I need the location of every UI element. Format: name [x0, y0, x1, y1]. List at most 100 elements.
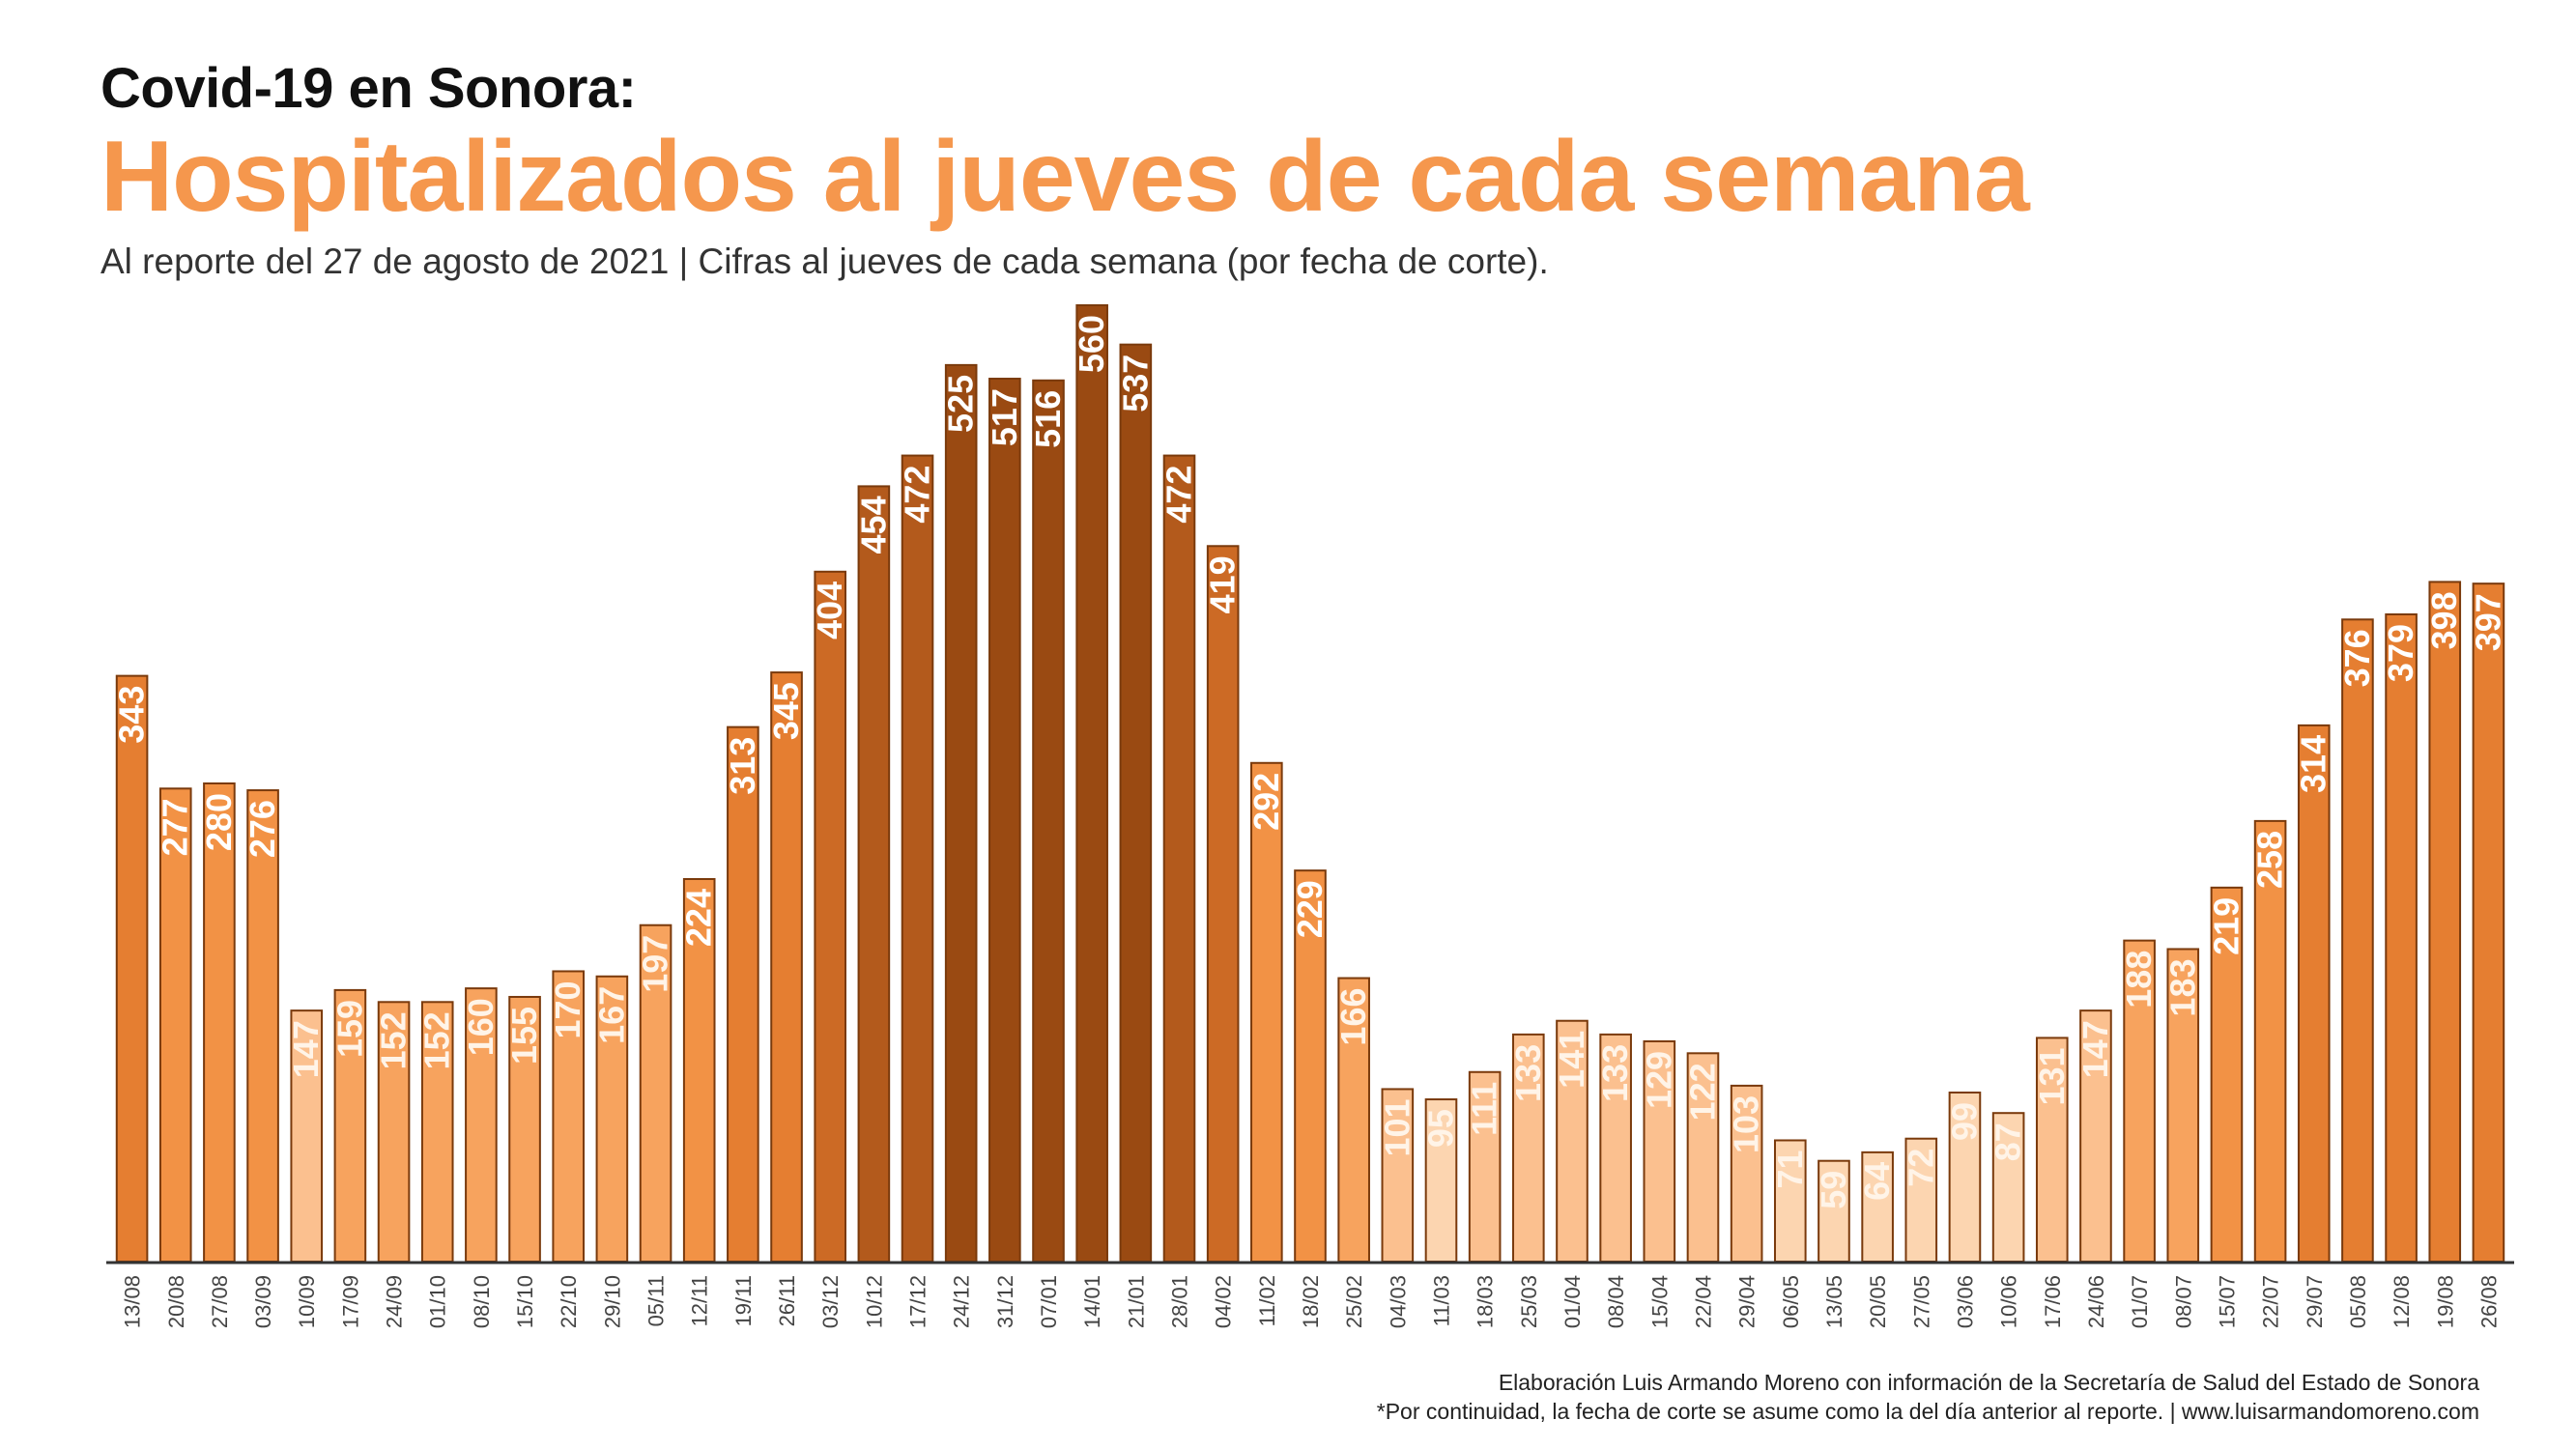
bar [1337, 977, 1370, 1263]
bar-value-label: 72 [1901, 1149, 1940, 1187]
x-tick-label: 13/08 [121, 1275, 145, 1328]
bar [290, 1009, 324, 1264]
x-tick-label: 08/07 [2171, 1275, 2195, 1328]
chart-subtitle: Al reporte del 27 de agosto de 2021 | Ci… [100, 242, 1549, 281]
bar [158, 787, 192, 1263]
x-tick-label: 11/03 [1429, 1275, 1453, 1326]
bar-value-label: 147 [2075, 1020, 2115, 1078]
x-tick-label: 31/12 [993, 1275, 1017, 1328]
x-tick-label: 05/11 [644, 1275, 669, 1326]
x-tick-label: 26/08 [2476, 1275, 2501, 1328]
bar [901, 454, 934, 1263]
x-tick-label: 27/05 [1909, 1275, 1933, 1328]
bar-value-label: 133 [1595, 1044, 1635, 1102]
bar [1948, 1091, 1982, 1263]
bar-value-label: 224 [679, 889, 719, 947]
bar-value-label: 258 [2250, 831, 2290, 889]
bar [595, 975, 629, 1264]
bar-value-label: 160 [461, 998, 501, 1056]
bar [2297, 724, 2331, 1263]
bar-value-label: 147 [286, 1020, 326, 1078]
x-tick-label: 20/05 [1866, 1275, 1890, 1328]
bar-value-label: 95 [1420, 1109, 1460, 1148]
bar-value-label: 398 [2424, 591, 2464, 649]
x-tick-label: 10/09 [295, 1275, 319, 1328]
x-tick-label: 17/12 [906, 1275, 930, 1328]
x-tick-label: 01/07 [2128, 1275, 2152, 1328]
bar [2210, 886, 2244, 1264]
x-tick-label: 03/06 [1953, 1275, 1977, 1328]
bar-value-label: 111 [1465, 1082, 1504, 1136]
x-tick-label: 06/05 [1779, 1275, 1803, 1328]
x-tick-label: 05/08 [2346, 1275, 2370, 1328]
bar-value-label: 280 [199, 793, 239, 851]
x-tick-label: 24/06 [2084, 1275, 2108, 1328]
x-tick-label: 14/01 [1080, 1275, 1104, 1328]
bar [2385, 612, 2418, 1263]
bar [2253, 819, 2287, 1263]
bar-value-label: 560 [1072, 315, 1111, 373]
bar-value-label: 103 [1727, 1095, 1766, 1153]
bar-value-label: 537 [1115, 355, 1155, 412]
bar [2428, 581, 2462, 1263]
bar [246, 789, 279, 1263]
bar-value-label: 101 [1377, 1098, 1417, 1156]
bar [944, 363, 978, 1264]
bar-value-label: 167 [591, 986, 631, 1044]
bar [1075, 304, 1108, 1263]
x-tick-label: 07/01 [1037, 1275, 1061, 1328]
bar [1599, 1033, 1632, 1264]
x-tick-label: 13/05 [1822, 1275, 1846, 1328]
bar-value-label: 376 [2337, 629, 2377, 687]
bar-value-label: 71 [1770, 1150, 1810, 1188]
x-tick-label: 15/10 [513, 1275, 537, 1328]
x-tick-label: 19/08 [2433, 1275, 2457, 1328]
x-tick-label: 03/12 [818, 1275, 843, 1328]
x-tick-label: 17/06 [2041, 1275, 2065, 1328]
x-tick-label: 24/12 [950, 1275, 974, 1328]
bar-value-label: 229 [1290, 880, 1330, 938]
bar [1730, 1084, 1763, 1264]
x-tick-label: 25/03 [1517, 1275, 1541, 1328]
bar-value-label: 404 [810, 582, 849, 639]
bar [1556, 1019, 1589, 1263]
bar [814, 570, 847, 1263]
x-tick-label: 11/02 [1255, 1275, 1279, 1326]
x-tick-label: 29/10 [600, 1275, 624, 1328]
bar-value-label: 314 [2294, 735, 2333, 793]
bar [1294, 869, 1327, 1263]
bar-value-label: 313 [723, 737, 762, 795]
x-tick-label: 28/01 [1168, 1275, 1192, 1328]
chart-title: Hospitalizados al jueves de cada semana [100, 121, 2030, 233]
bar-value-label: 64 [1857, 1162, 1897, 1201]
bar [552, 970, 586, 1264]
x-tick-label: 12/11 [688, 1275, 712, 1326]
x-tick-label: 01/04 [1560, 1275, 1585, 1328]
bar-value-label: 152 [374, 1011, 414, 1069]
x-tick-label: 22/07 [2259, 1275, 2283, 1328]
chart-kicker: Covid-19 en Sonora: [100, 57, 637, 120]
bar-value-label: 472 [1159, 466, 1199, 524]
x-tick-label: 12/08 [2390, 1275, 2414, 1328]
x-tick-label: 10/12 [862, 1275, 886, 1328]
bar [1250, 761, 1283, 1263]
x-tick-label: 27/08 [208, 1275, 232, 1328]
x-tick-label: 08/04 [1604, 1275, 1628, 1328]
bar [1512, 1033, 1545, 1264]
bar-value-label: 152 [417, 1011, 457, 1069]
x-tick-label: 22/10 [557, 1275, 581, 1328]
bar-value-label: 133 [1508, 1044, 1548, 1102]
credit-line: Elaboración Luis Armando Moreno con info… [1498, 1370, 2479, 1395]
bar [1032, 379, 1065, 1264]
bar [1162, 454, 1196, 1263]
x-tick-label: 25/02 [1342, 1275, 1366, 1328]
bar-value-label: 277 [156, 798, 195, 856]
bar-value-label: 122 [1682, 1063, 1722, 1121]
x-tick-label: 08/10 [470, 1275, 494, 1328]
bar-value-label: 131 [2032, 1047, 2072, 1105]
bar-value-label: 99 [1944, 1102, 1984, 1141]
footnote-line: *Por continuidad, la fecha de corte se a… [1376, 1399, 2479, 1424]
bar-value-label: 472 [898, 466, 937, 524]
